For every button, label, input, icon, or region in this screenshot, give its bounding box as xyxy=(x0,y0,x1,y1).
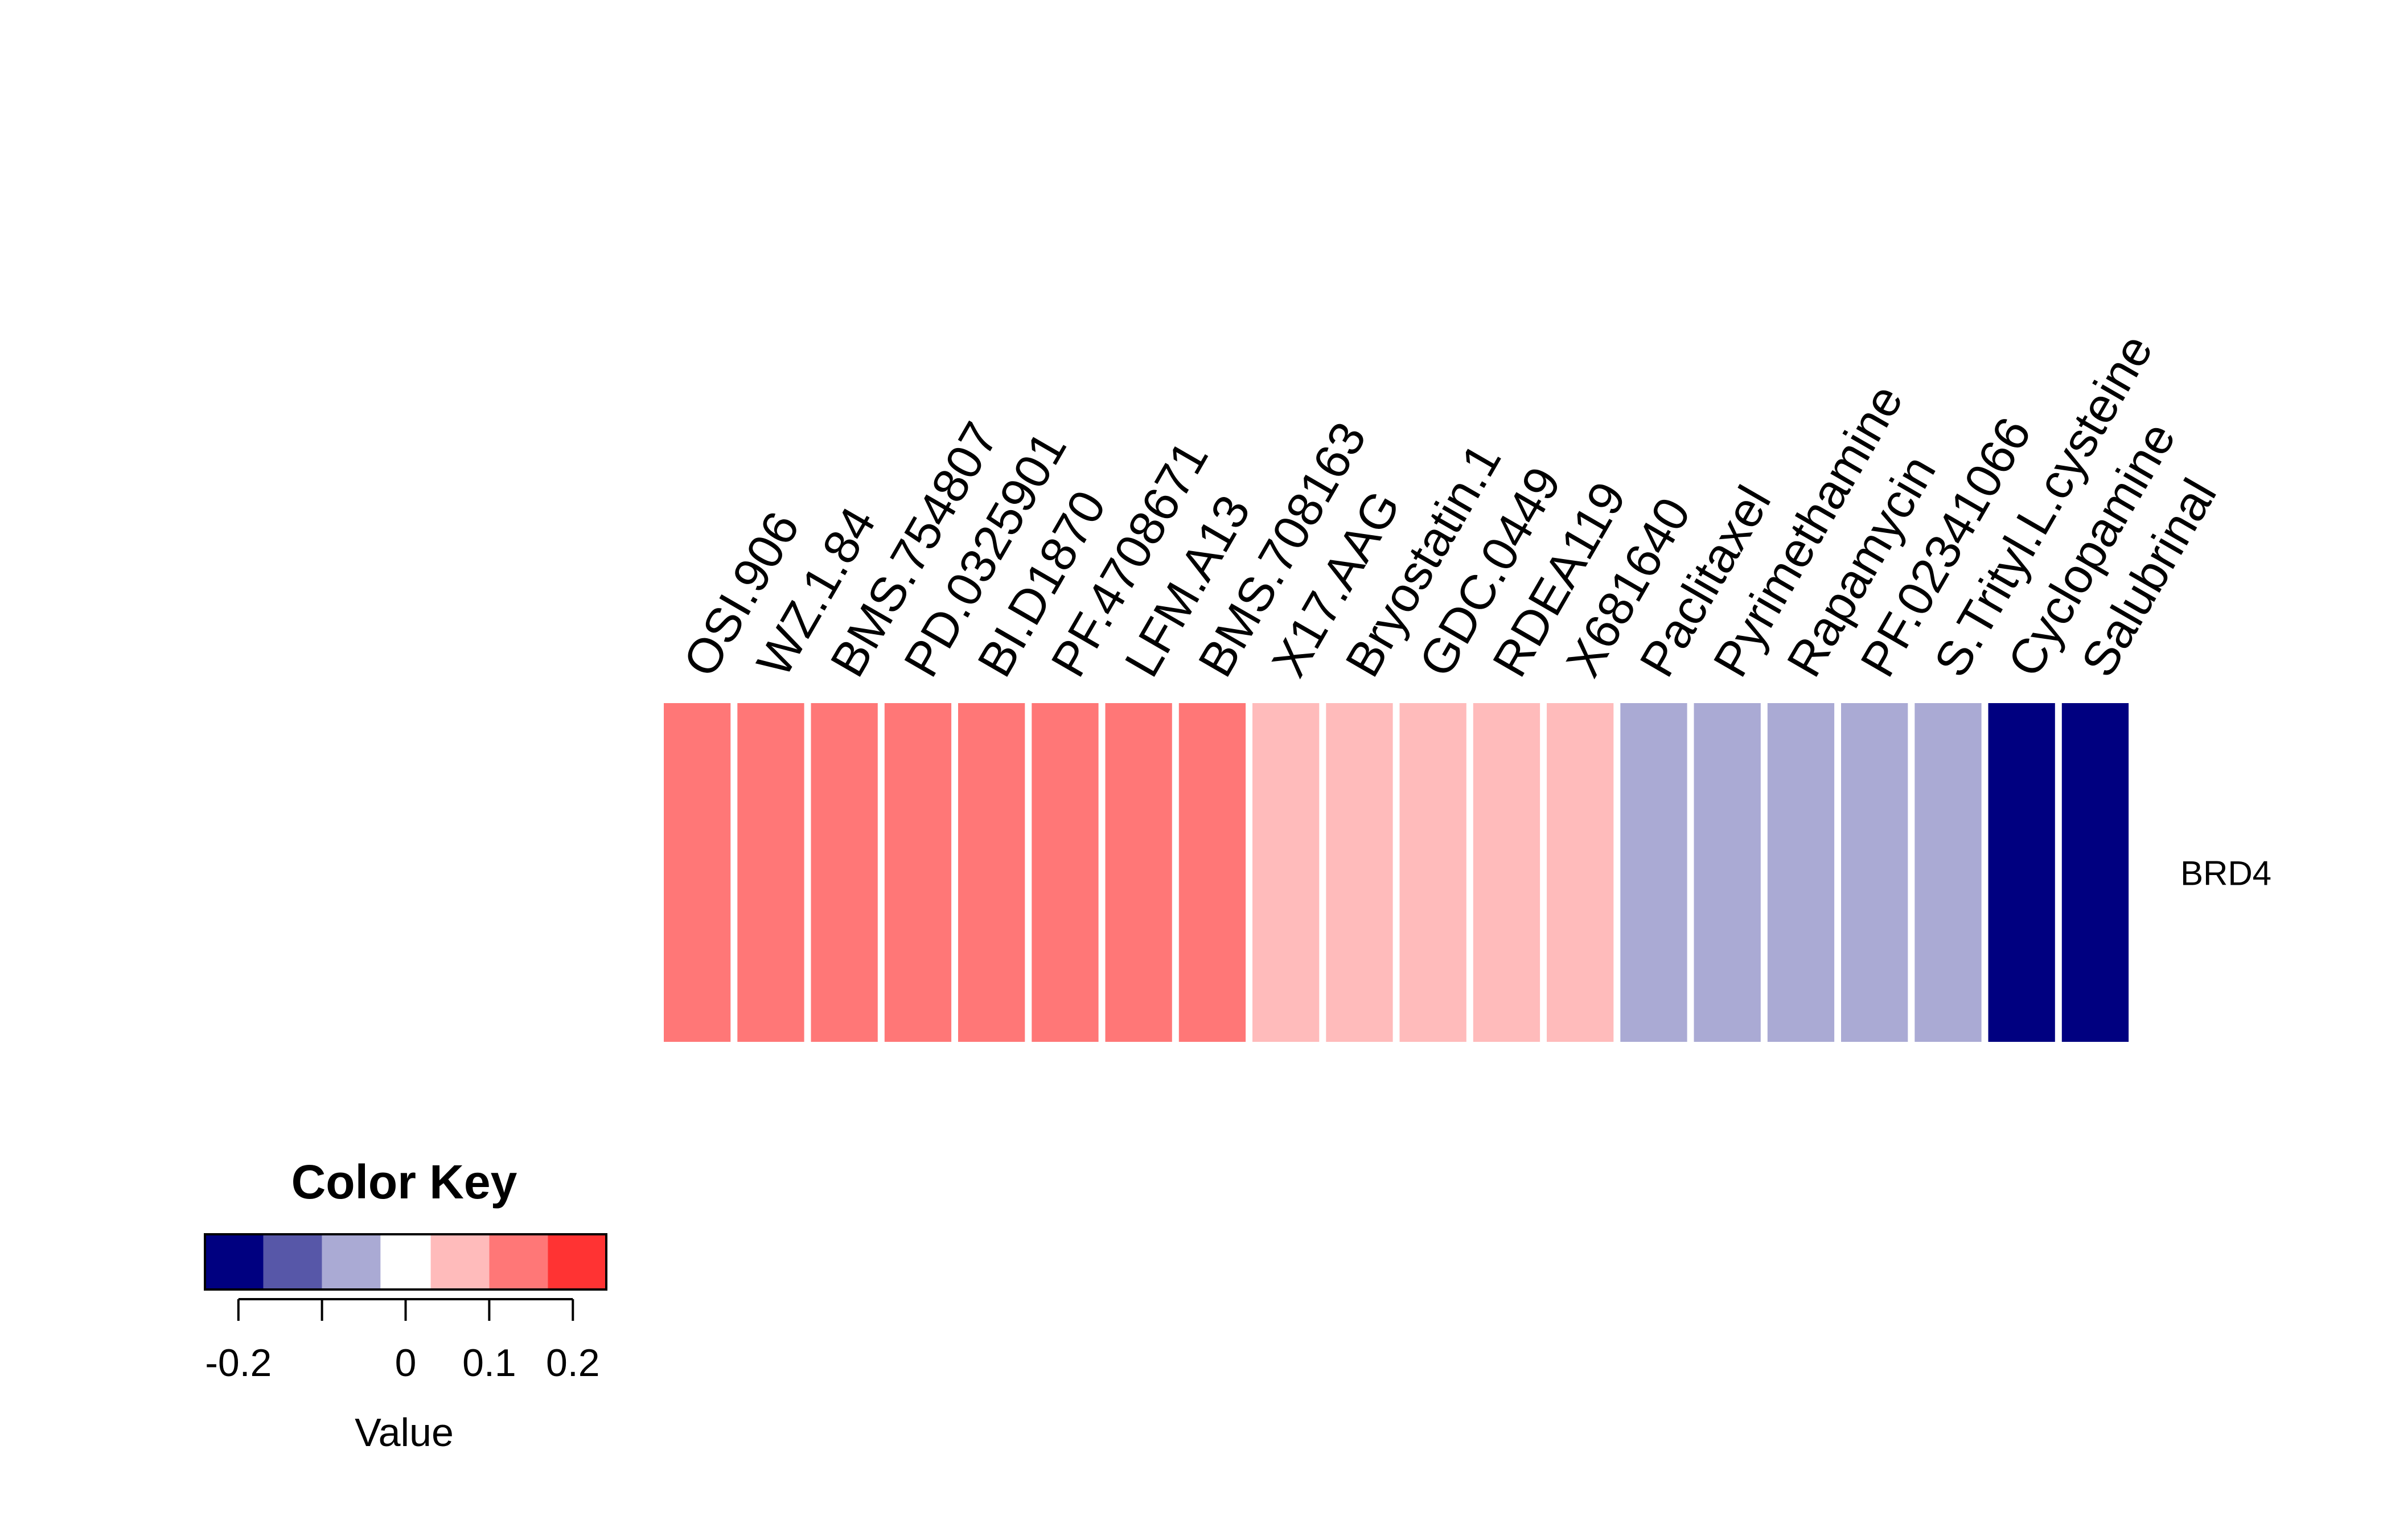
heatmap-cell-pf-4708671 xyxy=(1032,703,1099,1042)
color-key-border xyxy=(204,1233,607,1291)
color-key-swatch xyxy=(489,1234,548,1290)
heatmap-cell-bms-754807 xyxy=(811,703,878,1042)
column-labels: OSI.906WZ.1.84BMS.754807PD.0325901BI.D18… xyxy=(673,326,2227,686)
heatmap-cell-bi-d1870 xyxy=(958,703,1025,1042)
heatmap-cell-gdc-0449 xyxy=(1399,703,1466,1042)
color-key-tick-label: 0.2 xyxy=(546,1341,600,1385)
heatmap-cell-bms-708163 xyxy=(1178,703,1246,1042)
heatmap-cell-pyrimethamine xyxy=(1694,703,1761,1042)
heatmap-cell-paclitaxel xyxy=(1620,703,1687,1042)
row-labels: BRD4 xyxy=(2180,855,2271,893)
color-key-swatch xyxy=(205,1234,264,1290)
heatmap-cell-x681640 xyxy=(1547,703,1614,1042)
heatmap-cell-s-trityl-l-cysteine xyxy=(1915,703,1982,1042)
color-key: Color Key -0.2 0 0.1 0.2 Value xyxy=(204,1155,607,1455)
color-key-swatch xyxy=(322,1234,381,1290)
color-key-axis-label: Value xyxy=(355,1410,454,1455)
color-key-swatch xyxy=(430,1234,490,1290)
heatmap-cell-wz-1-84 xyxy=(737,703,804,1042)
heatmap-cell-rdea119 xyxy=(1473,703,1540,1042)
heatmap-cell-bryostatin-1 xyxy=(1326,703,1393,1042)
color-key-tick-label: 0 xyxy=(395,1341,417,1385)
color-key-axis: -0.2 0 0.1 0.2 xyxy=(205,1298,600,1385)
color-key-tick-label: -0.2 xyxy=(205,1341,272,1385)
heatmap-cell-cyclopamine xyxy=(1988,703,2055,1042)
heatmap-cell-pf-02341066 xyxy=(1841,703,1908,1042)
color-key-tick-label: 0.1 xyxy=(462,1341,516,1385)
row-label: BRD4 xyxy=(2180,855,2271,893)
color-key-title: Color Key xyxy=(291,1155,517,1209)
heatmap-cell-lfm-a13 xyxy=(1105,703,1172,1042)
heatmap-cell-osi-906 xyxy=(664,703,731,1042)
color-key-swatch xyxy=(263,1234,322,1290)
color-key-swatches xyxy=(204,1233,607,1291)
color-key-swatch xyxy=(380,1234,431,1290)
heatmap-cell-x17-aag xyxy=(1252,703,1320,1042)
color-key-swatch xyxy=(548,1234,606,1290)
heatmap-cell-pd-0325901 xyxy=(884,703,952,1042)
heatmap-cell-rapamycin xyxy=(1767,703,1835,1042)
heatmap-cell-salubrinal xyxy=(2061,703,2129,1042)
heatmap-cells xyxy=(664,703,2129,1042)
